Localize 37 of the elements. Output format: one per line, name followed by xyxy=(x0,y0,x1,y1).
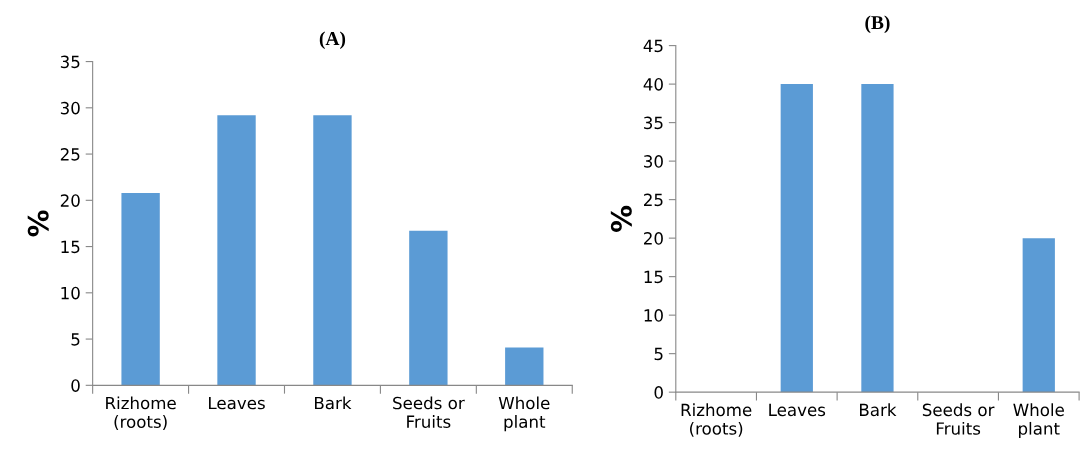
y-tick-label: 35 xyxy=(60,55,80,69)
y-tick-label: 25 xyxy=(644,193,663,207)
x-tick-label: Seeds or Fruits xyxy=(393,396,465,428)
y-tick-label: 30 xyxy=(60,101,80,115)
x-tick-label: Rizhome (roots) xyxy=(106,396,176,430)
y-tick-label: 30 xyxy=(644,155,663,168)
y-tick-label: 35 xyxy=(644,116,663,130)
y-axis-title: % xyxy=(610,205,632,232)
y-axis-title: % xyxy=(27,210,49,237)
y-tick-label: 5 xyxy=(71,333,80,346)
x-tick-label: Whole plant xyxy=(1013,403,1064,439)
y-tick-label: 25 xyxy=(60,148,80,161)
y-tick-label: 10 xyxy=(644,309,663,322)
x-tick-label: Seeds or Fruits xyxy=(922,403,995,435)
x-tick-label: Rizhome (roots) xyxy=(681,403,752,437)
bar xyxy=(217,115,256,386)
x-tick-label: Bark xyxy=(315,396,352,410)
chart-title: (A) xyxy=(319,31,346,50)
x-tick-label: Whole plant xyxy=(498,396,550,432)
x-tick-label: Bark xyxy=(860,403,897,417)
y-tick-label: 15 xyxy=(644,270,663,284)
bar xyxy=(409,230,448,386)
y-tick-label: 5 xyxy=(654,347,663,361)
y-tick-label: 20 xyxy=(60,194,80,207)
y-tick-label: 0 xyxy=(71,379,80,392)
bar xyxy=(313,115,352,386)
y-tick-label: 45 xyxy=(643,39,663,53)
y-tick-label: 0 xyxy=(654,386,663,399)
bar xyxy=(505,347,544,386)
y-tick-label: 40 xyxy=(643,78,663,91)
x-tick-label: Leaves xyxy=(769,403,826,417)
y-tick-label: 20 xyxy=(644,232,663,245)
y-tick-label: 10 xyxy=(61,286,80,300)
x-tick-label: Leaves xyxy=(209,396,265,410)
y-tick-label: 15 xyxy=(61,240,80,254)
bar xyxy=(121,192,160,386)
chart-title: (B) xyxy=(865,15,890,34)
